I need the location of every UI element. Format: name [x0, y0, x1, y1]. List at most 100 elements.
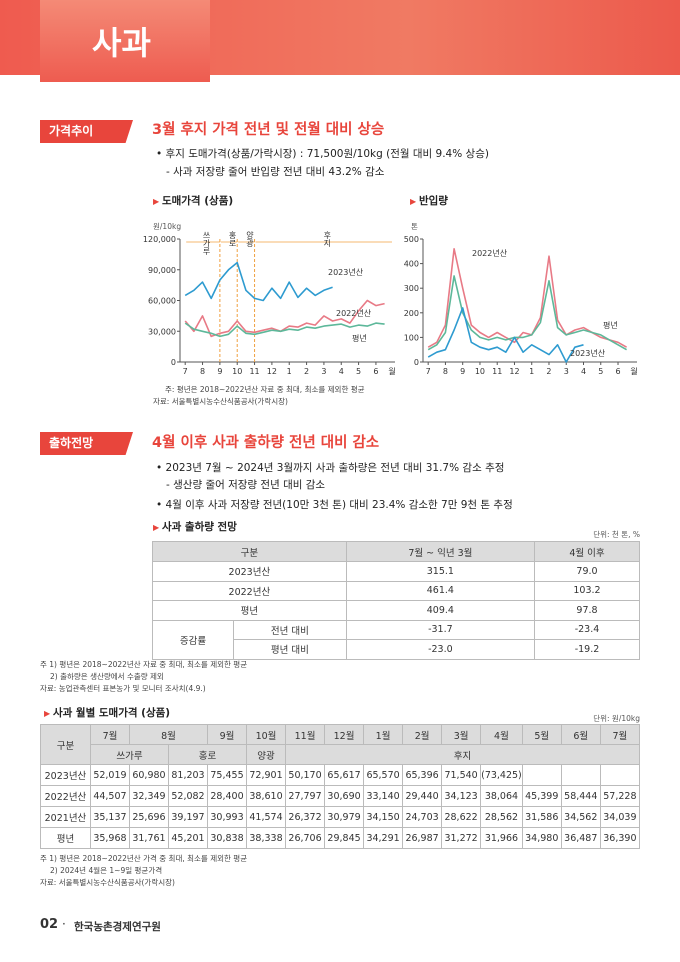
group-label: 증감률	[152, 619, 234, 660]
y-tick-label: 300	[404, 284, 419, 293]
period-char: 가	[203, 239, 211, 248]
table-title: 사과 월별 도매가격 (상품)	[44, 705, 170, 720]
x-tick-label: 4	[581, 367, 586, 376]
x-tick-label: 9	[217, 367, 222, 376]
title-tab	[40, 0, 210, 82]
header-cell: 7월 ~ 익년 3월	[345, 541, 535, 562]
badge: 가격추이	[40, 120, 133, 143]
y-tick-label: 120,000	[143, 235, 176, 244]
period-char: 쓰	[203, 231, 210, 240]
row: 2023년산 315.1 79.0	[152, 561, 641, 582]
row-label: 평년 대비	[233, 639, 347, 660]
month: 7월	[89, 724, 130, 745]
header-cell: 4월 이후	[533, 541, 641, 562]
variety: 쓰가루	[89, 744, 169, 765]
x-tick-label: 5	[598, 367, 603, 376]
x-tick-label: 11	[492, 367, 502, 376]
bullet: • 2023년 7월 ~ 2024년 3월까지 사과 출하량은 전년 대비 31…	[156, 462, 505, 474]
month: 2월	[402, 724, 443, 745]
x-tick-label: 7	[183, 367, 188, 376]
note: 2) 출하량은 생산량에서 수출량 제외	[50, 672, 164, 681]
heading: 3월 후지 가격 전년 및 전월 대비 상승	[152, 122, 385, 138]
corner: 구분	[40, 724, 91, 765]
x-tick-label: 3	[564, 367, 569, 376]
x-tick-label: 1	[287, 367, 292, 376]
header-row: 구분 7월 ~ 익년 3월 4월 이후	[152, 541, 641, 562]
note: 주 1) 평년은 2018~2022년산 가격 중 최대, 최소를 제외한 평균	[40, 854, 248, 863]
series-label: 평년	[352, 333, 367, 343]
cell: 30,838	[206, 827, 248, 849]
month: 3월	[441, 724, 482, 745]
period-char: 후	[324, 231, 331, 240]
series-line	[184, 261, 333, 302]
month: 5월	[521, 724, 562, 745]
variety: 양광	[246, 744, 287, 765]
y-tick-label: 90,000	[148, 266, 176, 275]
separator: ·	[62, 917, 66, 931]
note: 2) 2024년 4월은 1~9일 평균가격	[50, 866, 163, 875]
row: 평년 대비 -23.0 -19.2	[153, 639, 641, 660]
period-char: 로	[229, 239, 236, 248]
x-tick-label: 2	[304, 367, 309, 376]
note: 자료: 서울특별시농수산식품공사(가락시장)	[153, 397, 288, 406]
row: 2022년산 461.4 103.2	[152, 580, 641, 601]
y-unit: 톤	[411, 222, 418, 231]
note: 자료: 농업관측센터 표본농가 및 모니터 조사치(4.9.)	[40, 684, 206, 693]
bullet: • 4월 이후 사과 저장량 전년(10만 3천 톤) 대비 23.4% 감소한…	[156, 499, 513, 511]
y-tick-label: 400	[404, 260, 419, 269]
x-tick-label: 1	[529, 367, 534, 376]
note: 자료: 서울특별시농수산식품공사(가락시장)	[40, 878, 175, 887]
cell: 26,706	[285, 827, 326, 849]
series-line	[184, 322, 385, 338]
x-tick-label: 11	[249, 367, 259, 376]
x-tick-label: 10	[232, 367, 242, 376]
y-unit: 원/10kg	[153, 222, 182, 231]
y-tick-label: 60,000	[148, 297, 176, 306]
cell: 34,291	[363, 827, 404, 849]
row: 2023년산 52,019 60,980 81,203 75,455 72,901 50,1…	[40, 764, 641, 786]
x-tick-label: 8	[443, 367, 448, 376]
header-cell: 구분	[152, 541, 347, 562]
chart-title: 도매가격 (상품)	[153, 193, 233, 208]
x-tick-label: 12	[267, 367, 277, 376]
organization: 한국농촌경제연구원	[74, 921, 161, 933]
x-tick-label: 6	[615, 367, 620, 376]
table: 구분 7월 8월 9월 10월 11월 12월 1월 2월 3월 4월 5월 6월 7월 쓰가루 홍로 양광 후지…	[40, 724, 641, 849]
x-tick-label: 10	[475, 367, 485, 376]
x-tick-label: 6	[373, 367, 378, 376]
cell: 36,487	[560, 827, 601, 849]
note: 주 1) 평년은 2018~2022년산 자료 중 최대, 최소를 제외한 평균	[40, 660, 248, 669]
cell: -31.7	[345, 619, 535, 640]
period-char: 광	[246, 238, 254, 248]
unit: 단위: 천 톤, %	[593, 530, 640, 539]
cell: 31,272	[441, 827, 482, 849]
row: 2021년산 35,137 25,696 39,197 30,993 41,574 26,3…	[40, 806, 641, 828]
table: 구분 7월 ~ 익년 3월 4월 이후 2023년산 315.1 79.0 2022년산 46…	[152, 541, 641, 660]
y-tick-label: 100	[404, 333, 419, 342]
series-label: 2023년산	[570, 348, 606, 358]
badge: 출하전망	[40, 432, 133, 455]
bullet: • 후지 도매가격(상품/가락시장) : 71,500원/10kg (전월 대비…	[156, 148, 489, 160]
note: 주: 평년은 2018~2022년산 자료 중 최대, 최소를 제외한 평균	[165, 385, 365, 394]
table-title: 사과 출하량 전망	[153, 519, 237, 534]
header-row: 쓰가루 홍로 양광 후지	[41, 744, 640, 765]
y-tick-label: 500	[404, 235, 419, 244]
x-unit: 월	[388, 366, 395, 376]
row: 증감률 전년 대비 -31.7 -23.4	[152, 619, 641, 660]
x-tick-label: 7	[426, 367, 431, 376]
row: 평년 35,968 31,761 45,201 30,838 38,338 26,706 29…	[40, 827, 641, 849]
x-tick-label: 9	[460, 367, 465, 376]
month: 8월	[128, 724, 209, 745]
cell: -19.2	[533, 639, 641, 660]
x-tick-label: 2	[546, 367, 551, 376]
series-label: 평년	[603, 320, 618, 330]
y-tick-label: 0	[171, 358, 176, 367]
unit: 단위: 원/10kg	[593, 714, 640, 723]
page-title: 사과	[92, 24, 151, 62]
